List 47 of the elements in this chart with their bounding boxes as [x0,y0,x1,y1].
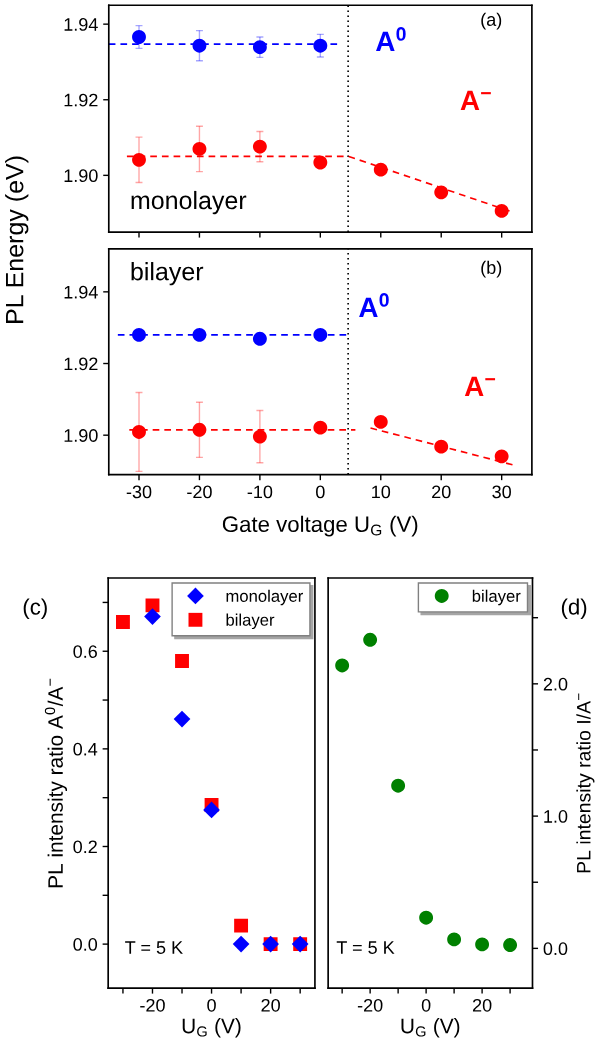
x-tick-label: -10 [247,485,273,499]
y-tick-label: 1.94 [64,285,98,299]
y-tick-label: 1.92 [64,93,98,107]
legend-label: bilayer [472,589,521,606]
x-tick-label: 30 [492,485,511,499]
x-tick-label: -20 [187,485,212,499]
x-tick-label: 20 [432,485,451,499]
x-tick-label: 10 [372,485,391,499]
y-axis-title: PL intensity ratio A$^{0}$/A$^{−}$ [44,678,68,888]
y-tick-label: 0.6 [73,645,97,658]
annotation: (a) [481,12,502,30]
y-tick-label: 0.0 [73,938,98,951]
x-axis-title: Gate voltage U$_{G}$ (V) [222,515,418,537]
series-label: A$^{0}$ [359,293,389,317]
x-axis-title: U$_{G}$ (V) [401,1018,460,1038]
y-axis-title: PL Energy (eV) [5,156,29,323]
y-tick-label: 0.2 [73,840,97,854]
text: A$^{−}$ [460,90,491,110]
legend-label: bilayer [226,613,275,630]
y-tick-label: 1.90 [64,169,98,183]
x-tick-label: -20 [140,998,165,1012]
y2-tick-label: 1.0 [544,810,568,823]
x-tick-label: 20 [261,998,280,1012]
y2-axis-title: PL intensity ratio I/A$^{−}$ [576,693,595,873]
annotation: T = 5 K [125,941,183,954]
series-label: A$^{0}$ [376,27,406,51]
x-tick-label: 20 [472,998,492,1012]
annotation: monolayer [131,190,247,215]
series-label: A$^{−}$ [464,376,496,396]
x-tick-label: -20 [357,998,383,1012]
y-tick-label: 1.92 [64,357,98,371]
x-tick-label: 0 [207,998,216,1012]
legend-label: monolayer [226,589,303,606]
y-tick-label: 1.94 [64,18,98,31]
y-tick-label: 0.4 [73,742,98,756]
y2-tick-label: 2.0 [543,677,568,691]
text: (d) [561,598,587,620]
annotation: T = 5 K [336,941,395,954]
x-tick-label: -30 [126,485,152,499]
y2-tick-label: 0.0 [543,942,568,956]
y-tick-label: 1.90 [64,429,98,442]
x-axis-title: U$_{G}$ (V) [182,1018,241,1038]
annotation: (b) [481,260,502,278]
x-tick-label: 0 [316,485,325,499]
text: (c) [23,598,47,620]
annotation: bilayer [131,262,204,286]
x-tick-label: 0 [421,998,431,1012]
